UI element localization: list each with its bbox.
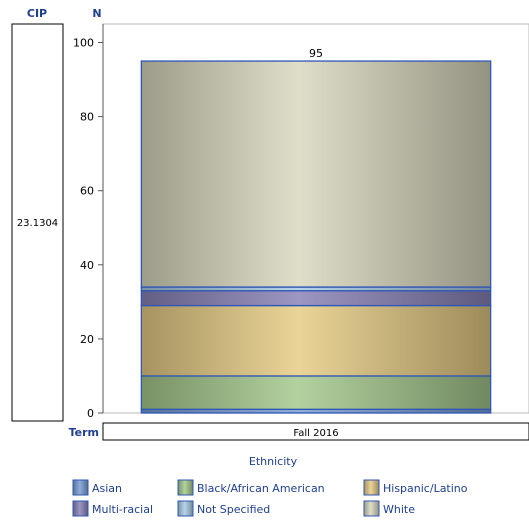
legend-label-hispanic-latino: Hispanic/Latino bbox=[383, 482, 468, 495]
x-category-label: Fall 2016 bbox=[293, 428, 338, 439]
legend-title: Ethnicity bbox=[249, 455, 298, 468]
y-tick-label: 80 bbox=[80, 111, 94, 124]
legend-swatch-not-specified bbox=[177, 500, 194, 517]
y-tick-label: 0 bbox=[87, 407, 94, 420]
cip-cell bbox=[11, 23, 64, 422]
legend-swatch-asian bbox=[72, 479, 89, 496]
legend-swatch-multi-racial bbox=[72, 500, 89, 517]
legend-swatch-hispanic-latino bbox=[363, 479, 380, 496]
bar-segment-hispanic-latino bbox=[140, 304, 492, 377]
term-cell bbox=[102, 422, 529, 441]
legend-label-black-african-american: Black/African American bbox=[197, 482, 325, 495]
cip-value: 23.1304 bbox=[17, 218, 58, 229]
legend-label-asian: Asian bbox=[92, 482, 122, 495]
y-tick-label: 40 bbox=[80, 259, 94, 272]
legend-swatch-black-african-american bbox=[177, 479, 194, 496]
cip-header: CIP bbox=[27, 7, 47, 20]
bar-segment-multi-racial bbox=[140, 290, 492, 307]
bar-total-label: 95 bbox=[309, 47, 323, 60]
bar-segment-black-african-american bbox=[140, 375, 492, 410]
n-header: N bbox=[92, 7, 101, 20]
legend-swatch-white bbox=[363, 500, 380, 517]
legend-label-white: White bbox=[383, 503, 415, 516]
term-label: Term bbox=[69, 426, 99, 439]
legend-label-multi-racial: Multi-racial bbox=[92, 503, 153, 516]
y-tick-label: 100 bbox=[73, 37, 94, 50]
legend-label-not-specified: Not Specified bbox=[197, 503, 270, 516]
bar-segment-white bbox=[140, 60, 492, 288]
y-tick-label: 60 bbox=[80, 185, 94, 198]
y-tick-label: 20 bbox=[80, 333, 94, 346]
